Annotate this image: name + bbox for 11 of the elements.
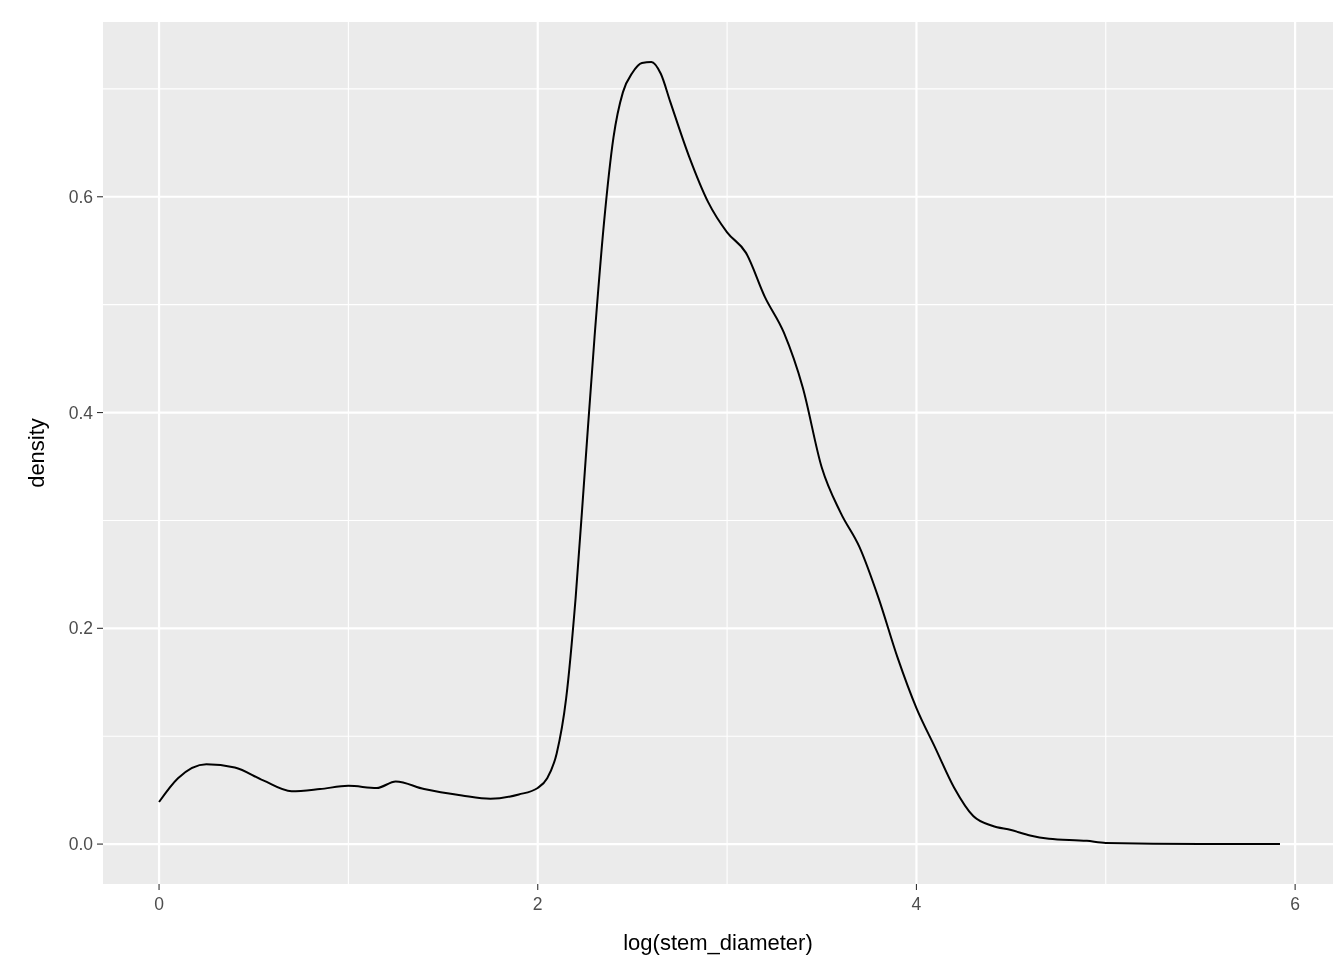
x-tick-label: 6 xyxy=(1290,894,1300,914)
y-tick-label: 0.0 xyxy=(68,834,94,855)
y-tick-label: 0.6 xyxy=(68,186,93,207)
x-tick-label: 4 xyxy=(911,894,922,914)
x-tick-label: 0 xyxy=(154,894,165,914)
x-axis-title: log(stem_diameter) xyxy=(623,930,813,955)
y-axis-title: density xyxy=(24,418,49,488)
x-tick-label: 2 xyxy=(532,894,543,914)
line-series xyxy=(158,60,1281,846)
y-tick-label: 0.2 xyxy=(68,618,93,639)
y-tick-label: 0.4 xyxy=(68,402,94,423)
